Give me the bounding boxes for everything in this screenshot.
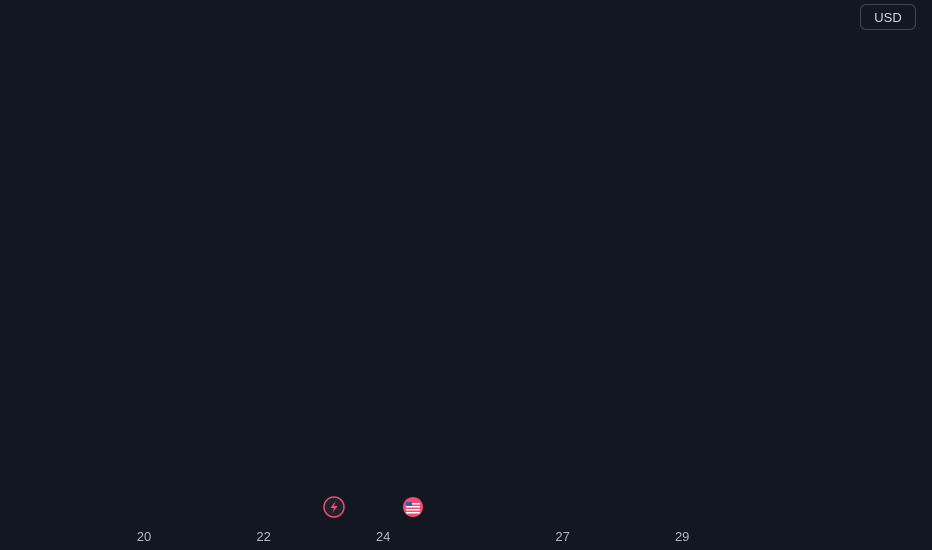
us-flag-stripe [406, 503, 420, 505]
lightning-icon-glyph [330, 501, 338, 513]
us-flag-canton [406, 502, 412, 506]
lightning-icon[interactable] [323, 496, 345, 518]
x-tick-label: 24 [376, 529, 390, 544]
us-flag-stripe [406, 509, 420, 511]
us-flag-stripe [406, 512, 420, 514]
us-flag-icon[interactable] [403, 497, 423, 517]
x-tick-label: 27 [555, 529, 569, 544]
x-tick-label: 29 [675, 529, 689, 544]
x-tick-label: 20 [137, 529, 151, 544]
us-flag-stripe [406, 506, 420, 508]
currency-selector[interactable]: USD [860, 4, 916, 30]
x-tick-label: 22 [256, 529, 270, 544]
